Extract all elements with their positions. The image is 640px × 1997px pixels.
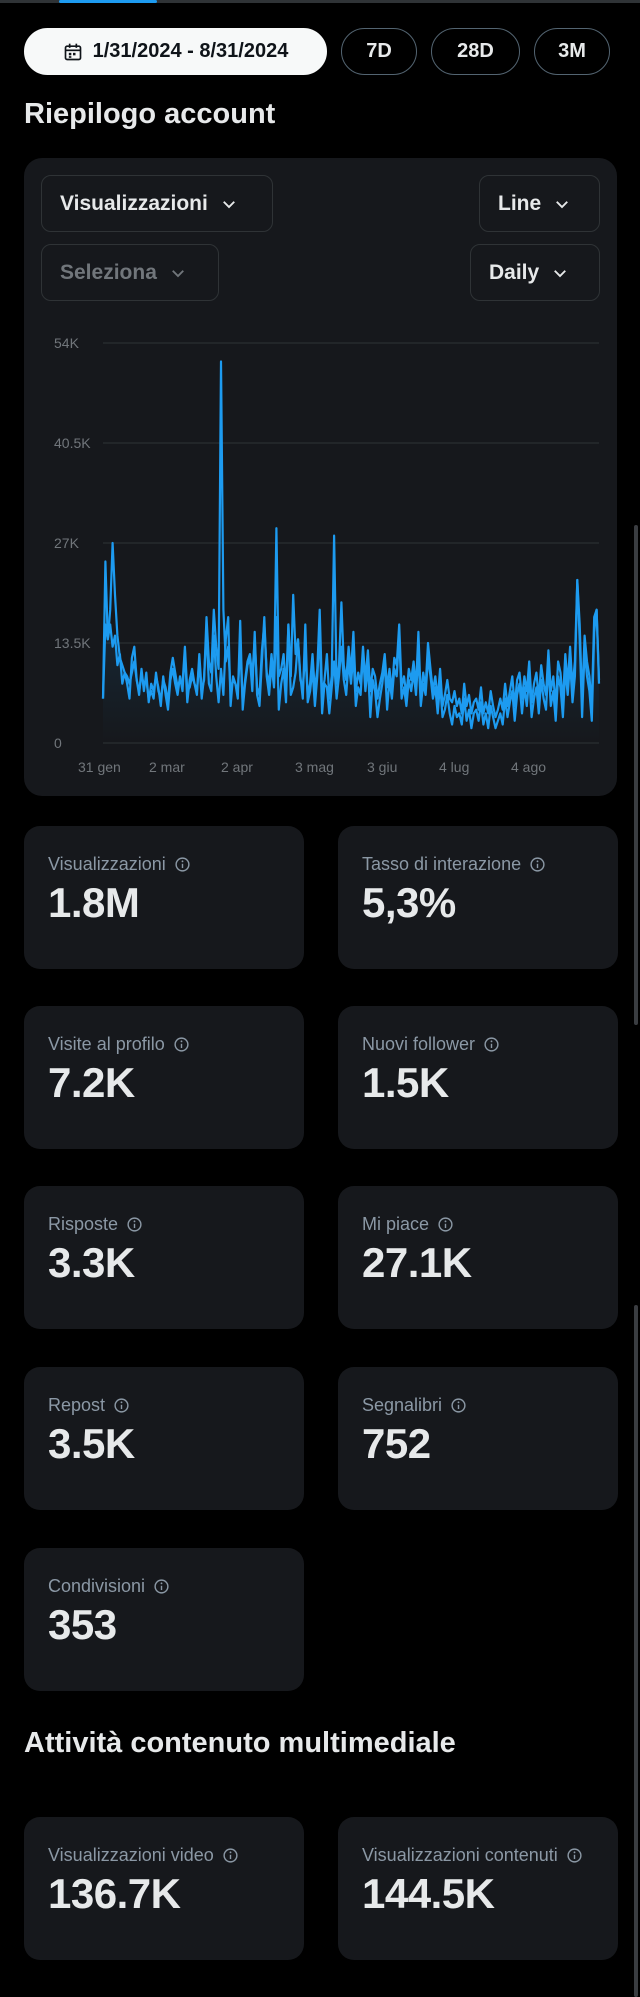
y-tick-label: 13.5K: [54, 635, 91, 651]
info-icon[interactable]: [566, 1847, 583, 1864]
stat-label-text: Visualizzazioni video: [48, 1845, 214, 1865]
x-tick-label: 2 mar: [149, 759, 185, 775]
views-line-chart: 0 13.5K 27K 40.5K 54K 31 gen 2 mar 2 apr 3 mag 3 …: [54, 335, 601, 775]
y-tick-label: 27K: [54, 535, 80, 551]
stat-value: 5,3%: [362, 879, 456, 926]
stat-value: 1.8M: [48, 879, 140, 926]
chart-type-select[interactable]: Line: [479, 175, 600, 232]
stat-label: Repost: [48, 1395, 304, 1416]
chevron-down-icon: [222, 200, 235, 208]
metric-select-label: Visualizzazioni: [60, 191, 208, 215]
top-tab-indicator-track: [0, 0, 640, 3]
date-range-row: 1/31/2024 - 8/31/2024 7D 28D 3M: [24, 28, 610, 75]
range-button-3m[interactable]: 3M: [534, 28, 610, 75]
chevron-down-icon: [171, 269, 184, 277]
stat-value: 27.1K: [362, 1239, 472, 1286]
stat-card[interactable]: Visite al profilo 7.2K: [24, 1006, 304, 1149]
stat-label-text: Risposte: [48, 1214, 119, 1234]
compare-select[interactable]: Seleziona: [41, 244, 219, 301]
stat-label-text: Mi piace: [362, 1214, 430, 1234]
calendar-icon: [64, 43, 81, 60]
summary-title: Riepilogo account: [24, 98, 276, 130]
chart-type-label: Line: [498, 191, 542, 215]
stat-label-text: Visualizzazioni contenuti: [362, 1845, 558, 1865]
stat-label: Mi piace: [362, 1214, 618, 1235]
series-area: [103, 561, 599, 743]
media-stat-card[interactable]: Visualizzazioni video 136.7K: [24, 1817, 304, 1960]
media-stat-card[interactable]: Visualizzazioni contenuti 144.5K: [338, 1817, 618, 1960]
stat-label-text: Visite al profilo: [48, 1034, 165, 1054]
stat-label-text: Nuovi follower: [362, 1034, 476, 1054]
range-button-28d[interactable]: 28D: [431, 28, 520, 75]
info-icon[interactable]: [126, 1216, 143, 1233]
metric-select[interactable]: Visualizzazioni: [41, 175, 273, 232]
chart-card: Visualizzazioni Line Seleziona Daily 0 13…: [24, 158, 617, 796]
stat-label-text: Condivisioni: [48, 1576, 146, 1596]
stat-label: Visualizzazioni video: [48, 1845, 304, 1866]
info-icon[interactable]: [153, 1578, 170, 1595]
stat-value: 1.5K: [362, 1059, 449, 1106]
stat-card[interactable]: Segnalibri 752: [338, 1367, 618, 1510]
stat-label-text: Visualizzazioni: [48, 854, 166, 874]
interval-select-label: Daily: [489, 260, 540, 284]
stat-label-text: Repost: [48, 1395, 106, 1415]
stat-value: 3.5K: [48, 1420, 135, 1467]
stat-card[interactable]: Tasso di interazione 5,3%: [338, 826, 618, 969]
info-icon[interactable]: [529, 856, 546, 873]
info-icon[interactable]: [450, 1397, 467, 1414]
y-tick-label: 0: [54, 735, 62, 751]
info-icon[interactable]: [174, 856, 191, 873]
stat-label: Visite al profilo: [48, 1034, 304, 1055]
stat-card[interactable]: Risposte 3.3K: [24, 1186, 304, 1329]
stat-value: 752: [362, 1420, 431, 1467]
stat-card[interactable]: Condivisioni 353: [24, 1548, 304, 1691]
scrollbar-thumb-lower[interactable]: [634, 1305, 638, 1997]
stat-value: 353: [48, 1601, 117, 1648]
stat-label: Condivisioni: [48, 1576, 304, 1597]
stat-label: Visualizzazioni contenuti: [362, 1845, 618, 1866]
info-icon[interactable]: [483, 1036, 500, 1053]
stat-value: 144.5K: [362, 1870, 495, 1917]
stat-card[interactable]: Nuovi follower 1.5K: [338, 1006, 618, 1149]
stat-label: Tasso di interazione: [362, 854, 618, 875]
chevron-down-icon: [554, 269, 567, 277]
y-tick-label: 54K: [54, 335, 80, 351]
info-icon[interactable]: [113, 1397, 130, 1414]
x-tick-label: 4 ago: [511, 759, 546, 775]
stat-value: 7.2K: [48, 1059, 135, 1106]
active-tab-indicator: [59, 0, 157, 3]
scrollbar-thumb[interactable]: [634, 525, 638, 1025]
stat-label: Visualizzazioni: [48, 854, 304, 875]
stat-card[interactable]: Mi piace 27.1K: [338, 1186, 618, 1329]
x-tick-label: 3 giu: [367, 759, 397, 775]
media-activity-title: Attività contenuto multimediale: [24, 1727, 456, 1759]
compare-select-label: Seleziona: [60, 260, 157, 284]
stat-value: 3.3K: [48, 1239, 135, 1286]
date-range-picker[interactable]: 1/31/2024 - 8/31/2024: [24, 28, 327, 75]
x-tick-label: 3 mag: [295, 759, 334, 775]
x-tick-label: 4 lug: [439, 759, 469, 775]
stat-label-text: Tasso di interazione: [362, 854, 522, 874]
date-range-label: 1/31/2024 - 8/31/2024: [92, 40, 289, 62]
stat-value: 136.7K: [48, 1870, 181, 1917]
series-line: [101, 360, 601, 719]
y-tick-label: 40.5K: [54, 435, 91, 451]
x-tick-label: 2 apr: [221, 759, 253, 775]
stat-label-text: Segnalibri: [362, 1395, 443, 1415]
chevron-down-icon: [556, 200, 569, 208]
x-tick-label: 31 gen: [78, 759, 121, 775]
info-icon[interactable]: [437, 1216, 454, 1233]
stat-label: Risposte: [48, 1214, 304, 1235]
range-button-7d[interactable]: 7D: [341, 28, 417, 75]
stat-card[interactable]: Visualizzazioni 1.8M: [24, 826, 304, 969]
stat-label: Nuovi follower: [362, 1034, 618, 1055]
info-icon[interactable]: [222, 1847, 239, 1864]
interval-select[interactable]: Daily: [470, 244, 600, 301]
stat-card[interactable]: Repost 3.5K: [24, 1367, 304, 1510]
info-icon[interactable]: [173, 1036, 190, 1053]
stat-label: Segnalibri: [362, 1395, 618, 1416]
